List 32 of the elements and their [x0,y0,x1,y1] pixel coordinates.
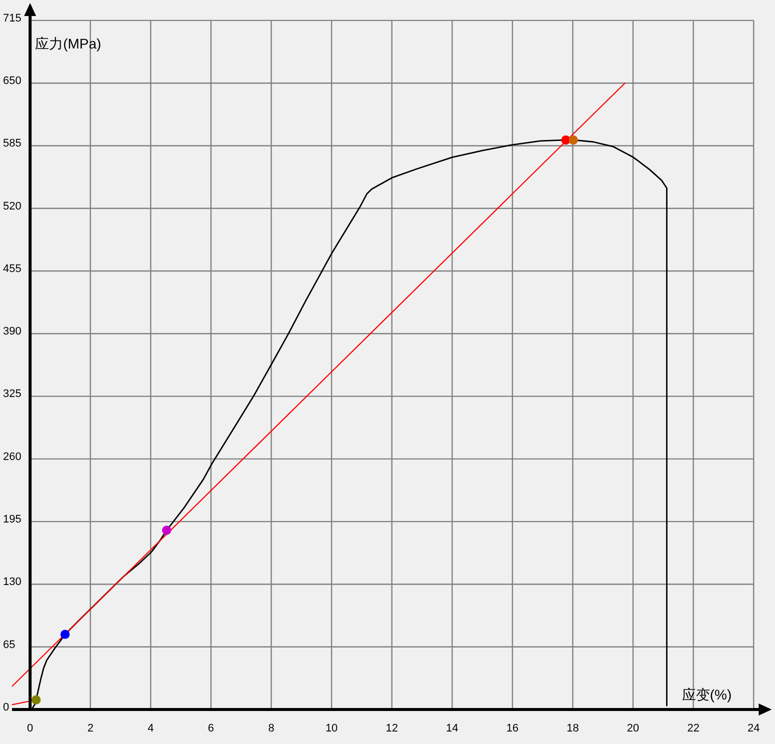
point [32,695,41,704]
y-tick-label: 715 [3,12,22,24]
point [568,135,578,145]
x-tick-label: 0 [27,722,34,734]
y-tick-label: 390 [3,326,22,338]
x-tick-label: 12 [386,722,398,734]
y-axis-title: 应力(MPa) [35,35,102,52]
y-tick-label: 585 [3,138,22,150]
x-tick-label: 18 [566,722,579,734]
y-tick-label: 325 [3,388,22,400]
point [561,135,570,145]
x-tick-label: 10 [325,722,338,734]
x-axis-title: 应变(%) [682,686,732,702]
x-tick-label: 4 [148,722,154,734]
x-tick-label: 24 [748,722,760,734]
y-tick-label: 455 [3,262,22,275]
x-tick-label: 14 [446,722,458,734]
y-tick-label: 520 [3,200,22,212]
x-tick-label: 6 [208,722,214,734]
point [60,630,70,639]
y-tick-label: 650 [3,75,22,87]
x-tick-label: 2 [87,722,94,734]
y-tick-label: 260 [3,450,22,463]
y-tick-label: 0 [3,701,10,714]
x-tick-label: 8 [268,722,274,734]
y-tick-label: 195 [3,513,22,526]
x-tick-label: 20 [626,722,640,734]
point [162,526,172,535]
x-tick-label: 22 [687,722,700,734]
y-tick-label: 130 [3,576,22,588]
x-tick-label: 16 [506,722,519,734]
y-tick-label: 65 [3,638,16,651]
